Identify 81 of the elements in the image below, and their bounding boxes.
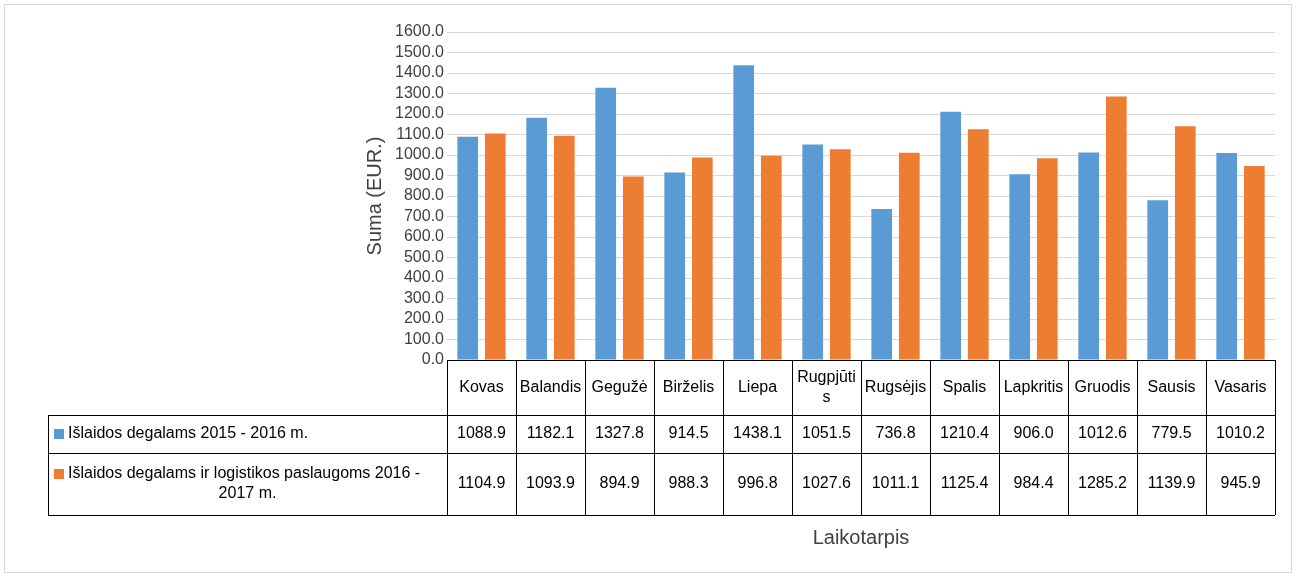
data-label: 736.8 bbox=[875, 424, 916, 442]
data-label: 1182.1 bbox=[526, 424, 575, 442]
bar bbox=[1036, 158, 1058, 360]
bar bbox=[898, 152, 920, 360]
x-tick-label: Liepa bbox=[737, 377, 778, 395]
x-tick-label: Gruodis bbox=[1074, 377, 1131, 395]
data-label: 1088.9 bbox=[457, 424, 507, 442]
data-label: 1011.1 bbox=[871, 474, 920, 492]
bar bbox=[664, 172, 686, 360]
y-tick-label: 1400.0 bbox=[395, 63, 445, 81]
bar bbox=[1009, 174, 1031, 360]
bar bbox=[802, 144, 824, 360]
bar bbox=[967, 129, 989, 360]
bar bbox=[553, 135, 575, 360]
data-label: 906.0 bbox=[1013, 424, 1054, 442]
y-tick-label: 900.0 bbox=[403, 165, 445, 183]
legend-label: Išlaidos degalams ir logistikos paslaugoms 2016 - 2017 m. bbox=[68, 464, 421, 502]
data-label: 1027.6 bbox=[802, 474, 852, 492]
bar bbox=[1147, 200, 1169, 360]
data-label: 945.9 bbox=[1220, 474, 1261, 492]
text: Laikotarpis bbox=[812, 525, 910, 548]
bar bbox=[760, 155, 782, 360]
y-tick-label: 1100.0 bbox=[396, 124, 445, 142]
data-label: 988.3 bbox=[668, 474, 709, 492]
y-tick-label: 300.0 bbox=[403, 288, 445, 306]
y-tick-label: 1600.0 bbox=[395, 22, 445, 40]
data-label: 779.5 bbox=[1151, 424, 1192, 442]
x-tick-label: Balandis bbox=[519, 377, 582, 395]
bar bbox=[1216, 152, 1238, 360]
bar bbox=[871, 208, 893, 360]
x-tick-label: Rugsėjis bbox=[864, 377, 927, 395]
y-tick-label: 200.0 bbox=[403, 309, 445, 327]
x-tick-label: Sausis bbox=[1147, 377, 1196, 395]
data-label: 1051.5 bbox=[802, 424, 852, 442]
bar bbox=[1174, 126, 1196, 360]
bar bbox=[595, 87, 617, 360]
x-tick-label: Gegužė bbox=[591, 377, 648, 395]
y-tick-label: 0.0 bbox=[421, 350, 445, 368]
bar bbox=[622, 176, 644, 360]
bar bbox=[1078, 152, 1100, 360]
x-tick-label: Spalis bbox=[942, 377, 987, 395]
bar bbox=[829, 149, 851, 360]
y-tick-label: 1300.0 bbox=[395, 83, 445, 101]
y-tick-label: 500.0 bbox=[403, 247, 445, 265]
y-tick-label: 800.0 bbox=[403, 186, 445, 204]
data-label: 1438.1 bbox=[733, 424, 783, 442]
bar bbox=[1105, 96, 1127, 360]
x-tick-label: Rugpjūtis bbox=[797, 367, 856, 405]
y-tick-label: 700.0 bbox=[403, 206, 445, 224]
bar bbox=[457, 136, 479, 360]
data-label: 914.5 bbox=[668, 424, 709, 442]
y-tick-label: 400.0 bbox=[403, 268, 445, 286]
data-label: 1104.9 bbox=[457, 474, 506, 492]
bar bbox=[526, 117, 548, 360]
data-label: 1093.9 bbox=[526, 474, 576, 492]
y-tick-label: 1500.0 bbox=[395, 42, 445, 60]
x-tick-label: Birželis bbox=[662, 377, 715, 395]
bar bbox=[484, 133, 506, 360]
data-label: 1012.6 bbox=[1078, 424, 1128, 442]
x-tick-label: Vasaris bbox=[1214, 377, 1267, 395]
bar bbox=[940, 111, 962, 360]
bar bbox=[733, 65, 755, 360]
y-tick-label: 100.0 bbox=[403, 329, 445, 347]
data-label: 1210.4 bbox=[940, 424, 990, 442]
data-label: 996.8 bbox=[737, 474, 778, 492]
bar bbox=[691, 157, 713, 360]
data-label: 894.9 bbox=[599, 474, 640, 492]
data-label: 984.4 bbox=[1013, 474, 1054, 492]
data-label: 1139.9 bbox=[1147, 474, 1196, 492]
data-label: 1125.4 bbox=[940, 474, 989, 492]
y-tick-label: 1000.0 bbox=[395, 145, 445, 163]
x-tick-label: Lapkritis bbox=[1003, 377, 1064, 395]
bar bbox=[1243, 166, 1265, 360]
data-label: 1285.2 bbox=[1078, 474, 1128, 492]
data-label: 1327.8 bbox=[595, 424, 645, 442]
legend-label: Išlaidos degalams 2015 - 2016 m. bbox=[68, 424, 309, 442]
data-label: 1010.2 bbox=[1216, 424, 1266, 442]
y-tick-label: 600.0 bbox=[403, 227, 445, 245]
y-tick-label: 1200.0 bbox=[395, 104, 445, 122]
y-axis-title: Suma (EUR.) bbox=[362, 136, 385, 256]
x-tick-label: Kovas bbox=[459, 377, 504, 395]
